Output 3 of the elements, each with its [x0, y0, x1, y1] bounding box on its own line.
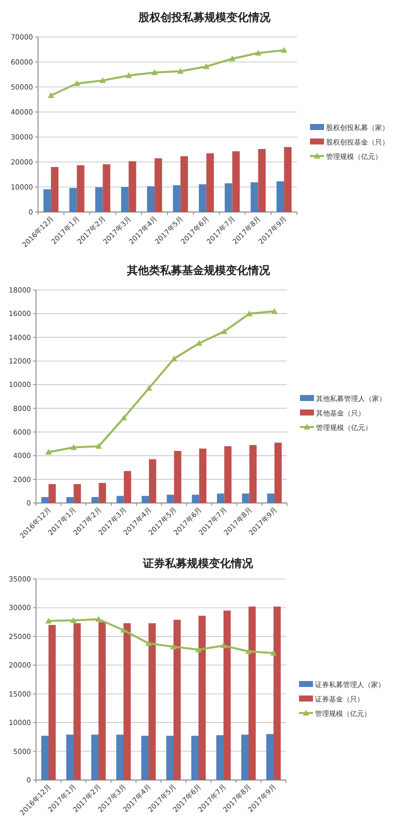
chart-title: 股权创投私募规模变化情况 — [138, 11, 272, 24]
chart-title: 其他类私募基金规模变化情况 — [126, 264, 271, 277]
chart-title: 证券私募规模变化情况 — [142, 557, 254, 570]
